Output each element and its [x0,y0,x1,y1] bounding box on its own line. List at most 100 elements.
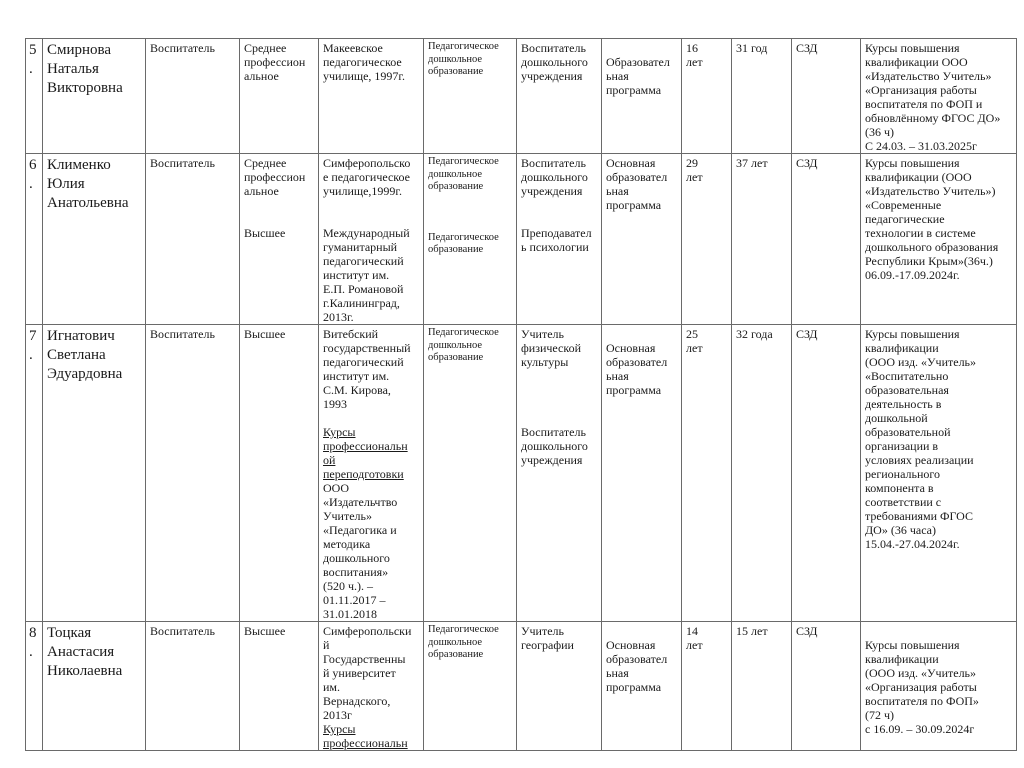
row-number: 7 . [29,328,37,363]
position: Воспитатель [150,156,215,170]
name-cell: Тоцкая Анастасия Николаевна [42,621,146,751]
category-cell: СЗД [791,621,861,751]
table-row: 5 . Смирнова Наталья Викторовна Воспитател… [25,38,1017,154]
row-number: 6 . [29,157,37,192]
program: Основная образовател ьная программа [606,638,668,694]
name-cell: Игнатович Светлана Эдуардовна [42,324,146,622]
position: Воспитатель [150,41,215,55]
education-direction: Педагогическое дошкольное образование [428,327,499,363]
name-cell: Клименко Юлия Анатольевна [42,153,146,325]
employee-name: Смирнова Наталья Викторовна [47,42,123,96]
program-cell: Образовател ьная программа [601,38,682,154]
specialty-cell: Учитель физической культуры Воспитатель д… [516,324,602,622]
name-cell: Смирнова Наталья Викторовна [42,38,146,154]
education-direction: Педагогическое дошкольное образование [428,624,499,660]
courses-cell: Курсы повышения квалификации (ООО «Издат… [860,153,1017,325]
table-row: 7 . Игнатович Светлана Эдуардовна Воспитат… [25,324,1017,622]
row-number: 8 . [29,625,37,660]
courses-cell: Курсы повышения квалификации (ООО изд. «… [860,621,1017,751]
qualification-category: СЗД [796,624,818,638]
institution: Международный гуманитарный педагогически… [323,226,410,324]
program: Основная образовател ьная программа [606,156,668,212]
total-experience: 25 лет [686,327,703,355]
specialty-cell: Воспитатель дошкольного учреждения Препод… [516,153,602,325]
position: Воспитатель [150,624,215,638]
program-cell: Основная образовател ьная программа [601,621,682,751]
education-level-cell: Высшее [239,324,319,622]
row-number-cell: 6 . [25,153,43,325]
training-courses: Курсы повышения квалификации (ООО «Издат… [865,156,999,282]
education-level: Среднее профессион альное [244,41,306,83]
pedagogical-experience: 31 год [736,41,768,55]
row-number: 5 . [29,42,37,77]
training-courses: Курсы повышения квалификации (ООО изд. «… [865,327,977,551]
institution: Витебский государственный педагогический… [323,327,411,411]
retraining-courses-link: Курсы профессиональн ой переподготовки [323,425,408,481]
employee-name: Клименко Юлия Анатольевна [47,157,129,211]
education-direction-cell: Педагогическое дошкольное образование Пед… [423,153,517,325]
total-experience: 14 лет [686,624,703,652]
education-level: Среднее профессион альное [244,156,306,198]
education-level: Высшее [244,624,286,638]
ped-experience-cell: 31 год [731,38,792,154]
position-cell: Воспитатель [145,621,240,751]
program-cell: Основная образовател ьная программа [601,324,682,622]
total-experience: 16 лет [686,41,703,69]
courses-cell: Курсы повышения квалификации ООО «Издате… [860,38,1017,154]
institution-cell: Симферопольско е педагогическое училище,… [318,153,424,325]
education-level-cell: Среднее профессион альное [239,38,319,154]
education-direction: Педагогическое образование [428,231,499,256]
staff-table: 5 . Смирнова Наталья Викторовна Воспитател… [25,38,1017,751]
table-row: 8 . Тоцкая Анастасия Николаевна Воспитател… [25,621,1017,751]
row-number-cell: 8 . [25,621,43,751]
institution-cell: Симферопольски й Государственны й универ… [318,621,424,751]
specialty: Воспитатель дошкольного учреждения [521,156,588,198]
institution: Макеевское педагогическое училище, 1997г… [323,41,406,83]
pedagogical-experience: 37 лет [736,156,768,170]
ped-experience-cell: 32 года [731,324,792,622]
education-direction-cell: Педагогическое дошкольное образование [423,621,517,751]
specialty: Учитель физической культуры [521,327,581,369]
table-row: 6 . Клименко Юлия Анатольевна Воспитатель С… [25,153,1017,325]
specialty: Учитель географии [521,624,574,652]
institution-cell: Макеевское педагогическое училище, 1997г… [318,38,424,154]
program: Основная образовател ьная программа [606,341,668,397]
education-level: Высшее [244,226,286,240]
education-direction-cell: Педагогическое дошкольное образование [423,38,517,154]
retraining-courses-link: Курсы профессиональн [323,722,408,750]
category-cell: СЗД [791,38,861,154]
pedagogical-experience: 15 лет [736,624,768,638]
program-cell: Основная образовател ьная программа [601,153,682,325]
pedagogical-experience: 32 года [736,327,773,341]
education-direction: Педагогическое дошкольное образование [428,41,499,77]
specialty-cell: Воспитатель дошкольного учреждения [516,38,602,154]
row-number-cell: 5 . [25,38,43,154]
ped-experience-cell: 37 лет [731,153,792,325]
employee-name: Игнатович Светлана Эдуардовна [47,328,123,382]
courses-cell: Курсы повышения квалификации (ООО изд. «… [860,324,1017,622]
ped-experience-cell: 15 лет [731,621,792,751]
specialty: Воспитатель дошкольного учреждения [521,41,588,83]
position: Воспитатель [150,327,215,341]
education-direction: Педагогическое дошкольное образование [428,156,499,192]
position-cell: Воспитатель [145,324,240,622]
specialty-cell: Учитель географии [516,621,602,751]
education-level: Высшее [244,327,286,341]
program: Образовател ьная программа [606,55,670,97]
category-cell: СЗД [791,153,861,325]
employee-name: Тоцкая Анастасия Николаевна [47,625,123,679]
qualification-category: СЗД [796,327,818,341]
retraining-details: ООО «Издательчтво Учитель» «Педагогика и… [323,481,398,621]
experience-cell: 25 лет [681,324,732,622]
position-cell: Воспитатель [145,38,240,154]
institution-cell: Витебский государственный педагогический… [318,324,424,622]
education-direction-cell: Педагогическое дошкольное образование [423,324,517,622]
qualification-category: СЗД [796,156,818,170]
specialty: Преподавател ь психологии [521,226,592,254]
institution: Симферопольски й Государственны й универ… [323,624,412,722]
specialty: Воспитатель дошкольного учреждения [521,425,588,467]
experience-cell: 14 лет [681,621,732,751]
experience-cell: 29 лет [681,153,732,325]
experience-cell: 16 лет [681,38,732,154]
position-cell: Воспитатель [145,153,240,325]
